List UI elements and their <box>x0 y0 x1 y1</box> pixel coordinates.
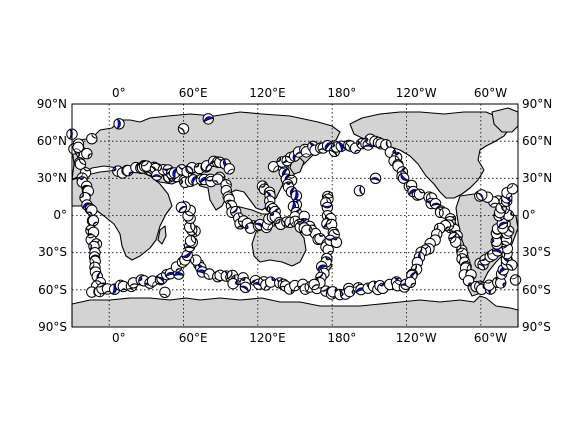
beach-ball-marker <box>72 141 84 154</box>
beach-ball-marker <box>301 224 313 236</box>
beach-ball-marker <box>413 188 426 201</box>
beach-ball-marker <box>190 254 202 266</box>
right-lat-label: 30°N <box>522 171 552 185</box>
axis-labels: 0° 60°E 120°E 180° 120°W 60°W 0° 60°E 12… <box>37 86 553 345</box>
beach-ball-marker <box>223 163 235 175</box>
landmass-antarctica <box>71 295 519 328</box>
right-lat-label: 90°N <box>522 97 552 111</box>
beach-ball-marker <box>330 236 343 249</box>
bottom-lon-label: 0° <box>112 331 126 345</box>
beach-ball-marker <box>87 214 100 227</box>
beach-ball-marker <box>239 281 252 294</box>
beach-ball-marker <box>187 174 200 186</box>
beach-ball-marker <box>177 123 190 135</box>
beach-ball-marker <box>506 183 519 195</box>
map-frame <box>71 103 519 328</box>
focal-mechanism-markers <box>66 113 522 301</box>
left-lat-label: 60°S <box>38 283 67 297</box>
landmass-north-america <box>349 111 511 199</box>
top-lon-label: 60°W <box>474 86 507 100</box>
beach-ball-marker <box>81 147 93 160</box>
map-area <box>66 103 522 328</box>
beach-ball-marker <box>506 259 518 271</box>
beach-ball-marker <box>450 236 462 248</box>
beach-ball-marker <box>113 118 125 130</box>
right-lat-label: 0° <box>522 208 536 222</box>
landmass-greenland <box>491 107 519 133</box>
left-lat-label: 30°S <box>38 245 67 259</box>
beach-ball-marker <box>265 276 277 288</box>
beach-ball-marker <box>369 172 382 185</box>
beach-ball-marker <box>343 285 356 298</box>
beach-ball-marker <box>74 158 87 170</box>
left-lat-label: 90°S <box>38 320 67 334</box>
left-lat-label: 0° <box>53 208 67 222</box>
left-lat-label: 60°N <box>37 134 67 148</box>
top-lon-label: 120°E <box>249 86 286 100</box>
right-lat-label: 30°S <box>522 245 551 259</box>
beach-ball-marker <box>321 201 334 214</box>
beach-ball-marker <box>353 185 366 197</box>
beach-ball-marker <box>159 286 171 299</box>
top-lon-label: 180° <box>327 86 356 100</box>
bottom-lon-label: 60°E <box>179 331 208 345</box>
bottom-lon-label: 120°E <box>249 331 286 345</box>
left-lat-label: 90°N <box>37 97 67 111</box>
beach-ball-marker <box>86 204 98 216</box>
bottom-lon-label: 60°W <box>474 331 507 345</box>
beach-ball-marker <box>404 276 417 289</box>
top-lon-label: 60°E <box>179 86 208 100</box>
beach-ball-marker <box>227 277 239 290</box>
graticule <box>72 104 518 327</box>
bottom-lon-label: 120°W <box>396 331 437 345</box>
left-lat-label: 30°N <box>37 171 67 185</box>
right-lat-label: 60°N <box>522 134 552 148</box>
beach-ball-marker <box>86 132 98 145</box>
beach-ball-marker <box>322 244 334 256</box>
beach-ball-marker <box>175 201 188 214</box>
beach-ball-marker <box>475 189 488 202</box>
bottom-lon-label: 180° <box>327 331 356 345</box>
beach-ball-marker <box>397 172 410 184</box>
top-lon-label: 0° <box>112 86 126 100</box>
top-lon-label: 120°W <box>396 86 437 100</box>
right-lat-label: 90°S <box>522 320 551 334</box>
beach-ball-marker <box>202 113 215 125</box>
beach-ball-marker <box>509 274 522 286</box>
beach-ball-marker <box>212 173 224 185</box>
beach-ball-marker <box>324 234 336 247</box>
beach-ball-marker <box>438 207 451 219</box>
beach-ball-marker <box>184 235 197 247</box>
landmass-madagascar <box>157 225 167 245</box>
beach-ball-marker <box>308 278 320 291</box>
right-lat-label: 60°S <box>522 283 551 297</box>
beach-ball-marker <box>267 160 280 173</box>
